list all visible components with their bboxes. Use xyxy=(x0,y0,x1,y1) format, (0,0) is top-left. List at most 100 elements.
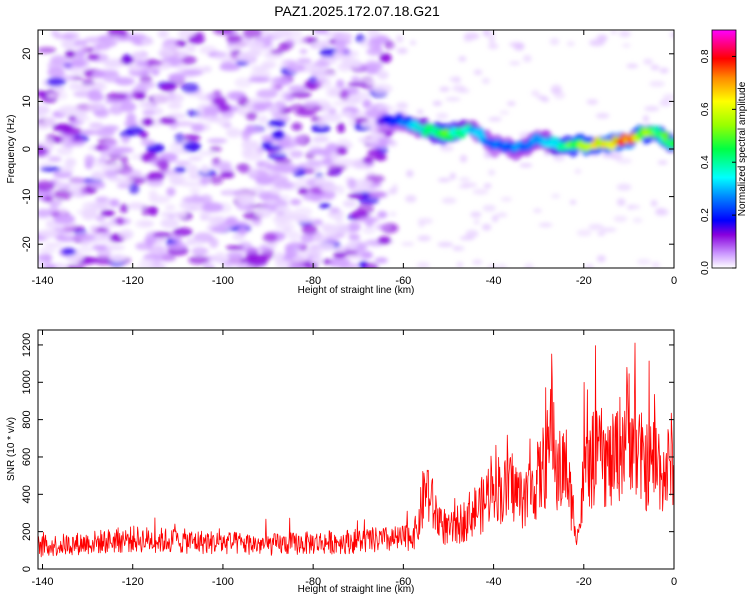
noise-blob xyxy=(241,140,260,151)
noise-blob xyxy=(589,39,605,47)
noise-blob xyxy=(141,205,150,217)
noise-blob xyxy=(452,84,466,92)
colorbar-tick-label: 0.8 xyxy=(700,49,711,63)
snr-y-tick-label: 800 xyxy=(21,410,33,428)
noise-blob xyxy=(332,100,348,107)
noise-blob xyxy=(364,262,379,268)
noise-blob xyxy=(225,216,239,227)
noise-blob xyxy=(67,115,77,121)
noise-blob xyxy=(56,146,73,156)
noise-blob xyxy=(53,85,66,92)
noise-blob xyxy=(335,146,348,156)
noise-blob xyxy=(267,119,286,127)
noise-blob xyxy=(160,83,177,92)
noise-blob xyxy=(93,255,114,265)
noise-blob xyxy=(53,91,68,100)
noise-blob xyxy=(216,116,230,126)
noise-blob xyxy=(461,182,478,188)
spectrogram-x-tick-label: -100 xyxy=(212,275,234,287)
noise-blob xyxy=(116,183,132,189)
noise-blob xyxy=(356,203,374,215)
noise-blob xyxy=(488,37,496,45)
noise-blob xyxy=(86,102,107,111)
noise-blob xyxy=(64,157,77,168)
noise-blob xyxy=(342,200,357,208)
noise-blob xyxy=(531,90,540,97)
noise-blob xyxy=(321,189,336,201)
noise-blob xyxy=(348,221,361,232)
noise-blob xyxy=(92,244,109,251)
noise-blob xyxy=(496,212,508,218)
noise-blob xyxy=(185,44,196,53)
noise-blob xyxy=(312,30,329,35)
noise-blob xyxy=(284,248,298,258)
spectrogram-y-ticks: -20 -10 0 10 20 xyxy=(21,48,674,252)
noise-blob xyxy=(481,77,490,84)
noise-blob xyxy=(209,145,222,153)
noise-blob xyxy=(508,41,524,48)
noise-blob xyxy=(285,38,295,46)
noise-blob xyxy=(588,223,604,231)
noise-blob xyxy=(38,180,56,192)
noise-blob xyxy=(188,155,203,162)
noise-blob xyxy=(377,236,392,245)
noise-blob xyxy=(207,215,227,225)
noise-blob xyxy=(301,224,318,235)
noise-blob xyxy=(519,163,533,168)
noise-blob xyxy=(165,204,176,211)
noise-blob xyxy=(209,237,219,249)
noise-blob xyxy=(488,169,496,176)
noise-blob xyxy=(47,92,56,99)
colorbar-label: Normalized spectral amplitude xyxy=(737,81,748,216)
noise-blob xyxy=(312,233,332,244)
noise-blob xyxy=(38,260,46,268)
noise-blob xyxy=(595,112,610,119)
noise-blob xyxy=(347,178,357,190)
noise-blob xyxy=(293,135,305,144)
noise-blob xyxy=(138,100,153,109)
noise-blob xyxy=(362,156,374,164)
noise-blob xyxy=(252,126,263,133)
noise-blob xyxy=(174,166,187,173)
noise-blob xyxy=(138,39,155,46)
noise-blob xyxy=(245,256,268,267)
noise-blob xyxy=(102,125,120,132)
noise-blob xyxy=(314,135,330,143)
noise-blob xyxy=(226,34,243,43)
noise-blob xyxy=(432,100,443,107)
noise-blob xyxy=(121,135,130,144)
noise-blob xyxy=(311,123,331,134)
noise-blob xyxy=(140,139,155,147)
noise-blob xyxy=(160,218,180,229)
spectrogram-x-tick-label: 0 xyxy=(671,275,677,287)
noise-blob xyxy=(141,117,154,127)
noise-blob xyxy=(362,226,376,235)
noise-blob xyxy=(452,245,460,251)
noise-blob xyxy=(38,123,50,130)
noise-blob xyxy=(278,77,291,86)
noise-blob xyxy=(240,247,261,254)
noise-blob xyxy=(237,226,248,236)
noise-blob xyxy=(49,55,68,65)
noise-blob xyxy=(267,152,288,160)
noise-blob xyxy=(119,155,129,166)
noise-blob xyxy=(396,34,404,43)
noise-blob xyxy=(401,241,415,247)
colorbar: 0.0 0.2 0.4 0.6 0.8 Normalized spectral ampl… xyxy=(700,29,748,275)
noise-blob xyxy=(670,32,674,38)
noise-blob xyxy=(436,112,449,120)
spectrogram-y-tick-label: -10 xyxy=(21,189,33,205)
colorbar-tick-label: 0.0 xyxy=(700,261,711,275)
noise-blob xyxy=(375,223,391,231)
noise-blob xyxy=(225,245,245,251)
noise-blob xyxy=(148,189,158,199)
noise-blob xyxy=(211,157,221,165)
noise-blob xyxy=(453,76,462,84)
noise-blob xyxy=(610,30,618,35)
noise-blob xyxy=(318,202,331,209)
noise-blob xyxy=(249,187,266,193)
noise-blob xyxy=(524,263,534,268)
noise-blob xyxy=(347,254,366,260)
noise-blob xyxy=(290,91,312,99)
noise-blob xyxy=(191,247,209,256)
